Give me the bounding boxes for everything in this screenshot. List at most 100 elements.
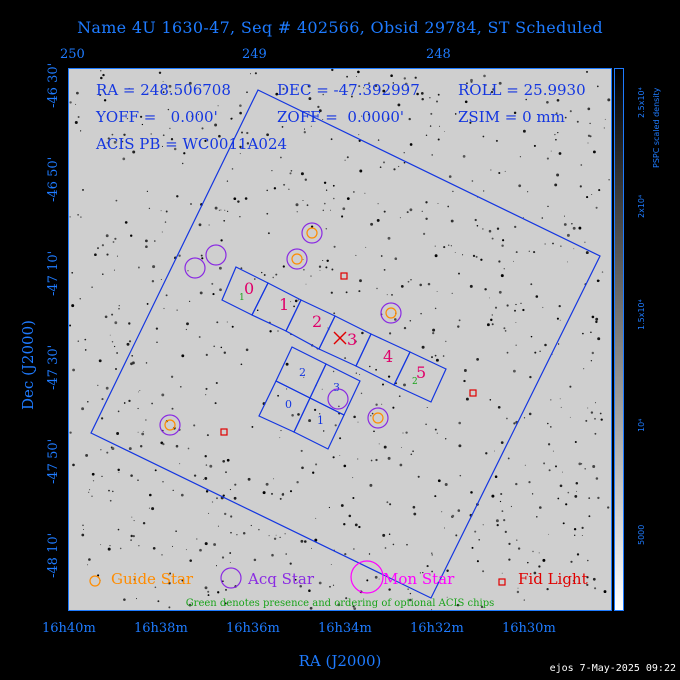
star-dot — [310, 547, 313, 549]
star-dot — [574, 534, 576, 536]
star-dot — [557, 131, 559, 134]
star-dot — [191, 115, 193, 117]
acq-star-7[interactable] — [367, 407, 389, 429]
star-dot — [452, 190, 454, 193]
legend-mon-label: Mon Star — [383, 570, 455, 588]
star-dot — [491, 314, 494, 316]
star-dot — [167, 108, 170, 111]
star-dot — [482, 570, 485, 573]
star-dot — [434, 307, 437, 310]
top-tick-249: 249 — [242, 47, 267, 62]
star-dot — [275, 273, 278, 276]
star-dot — [84, 349, 87, 351]
guide-star-4[interactable] — [372, 412, 384, 424]
star-dot — [375, 368, 377, 371]
star-dot — [218, 266, 222, 270]
star-dot — [332, 584, 335, 586]
star-dot — [168, 581, 171, 585]
star-dot — [546, 587, 549, 591]
star-dot — [607, 98, 611, 102]
star-dot — [546, 157, 549, 160]
star-dot — [254, 278, 256, 280]
star-dot — [383, 268, 386, 271]
ra-tick-2: 16h38m — [134, 621, 188, 636]
star-dot — [431, 552, 433, 555]
star-dot — [518, 184, 522, 188]
guide-star-2[interactable] — [291, 253, 303, 265]
star-dot — [524, 464, 526, 466]
acq-star-6[interactable] — [327, 388, 349, 410]
acq-star-8[interactable] — [159, 414, 181, 436]
star-dot — [139, 115, 143, 118]
star-dot — [85, 453, 89, 457]
star-dot — [333, 197, 335, 200]
star-dot — [199, 291, 203, 295]
guide-star-1[interactable] — [306, 227, 318, 239]
star-dot — [437, 138, 440, 141]
star-dot — [217, 591, 220, 594]
star-dot — [205, 387, 208, 390]
fid-light-3[interactable] — [220, 428, 228, 436]
star-dot — [311, 576, 313, 578]
star-dot — [480, 258, 483, 261]
star-dot — [409, 598, 412, 602]
star-dot — [251, 425, 254, 428]
star-dot — [421, 210, 423, 212]
fid-light-2[interactable] — [469, 389, 477, 397]
fid-light-1[interactable] — [340, 272, 348, 280]
info-acis-pb: ACIS PB = WC0011A024 — [96, 135, 288, 153]
star-dot — [557, 497, 560, 500]
sky-image[interactable] — [68, 68, 612, 611]
star-dot — [368, 553, 371, 555]
star-dot — [425, 423, 427, 426]
star-dot — [281, 493, 285, 496]
star-dot — [71, 271, 74, 274]
acq-star-1[interactable] — [301, 222, 323, 244]
star-dot — [533, 251, 536, 254]
plot-title: Name 4U 1630-47, Seq # 402566, Obsid 297… — [77, 18, 603, 37]
star-dot — [169, 91, 171, 93]
star-dot — [550, 150, 552, 152]
star-dot — [510, 505, 512, 508]
star-dot — [315, 463, 318, 466]
star-dot — [205, 353, 208, 357]
star-dot — [330, 209, 331, 211]
star-dot — [358, 525, 361, 529]
star-dot — [431, 154, 434, 156]
guide-star-5[interactable] — [164, 419, 176, 431]
star-dot — [97, 247, 99, 250]
star-dot — [343, 523, 346, 526]
star-dot — [185, 549, 187, 551]
star-dot — [446, 569, 449, 573]
star-dot — [584, 467, 587, 470]
star-dot — [230, 117, 233, 120]
star-dot — [233, 197, 237, 201]
star-dot — [374, 575, 378, 579]
star-dot — [123, 133, 126, 137]
star-dot — [214, 402, 217, 405]
star-dot — [431, 570, 433, 573]
star-dot — [569, 110, 572, 113]
star-dot — [380, 255, 383, 257]
star-dot — [392, 543, 395, 546]
star-dot — [454, 113, 457, 115]
acq-star-5[interactable] — [380, 302, 402, 324]
star-dot — [75, 103, 77, 105]
star-dot — [586, 583, 589, 587]
legend-mon-icon — [350, 560, 384, 594]
star-dot — [88, 558, 91, 561]
star-dot — [74, 121, 78, 124]
acq-star-4[interactable] — [286, 248, 308, 270]
star-dot — [224, 512, 227, 516]
acq-star-2[interactable] — [205, 244, 227, 266]
star-dot — [162, 442, 165, 446]
star-dot — [504, 330, 507, 332]
acq-star-3[interactable] — [184, 257, 206, 279]
acis-i-array — [258, 346, 361, 450]
guide-star-3[interactable] — [385, 307, 397, 319]
star-dot — [354, 340, 357, 343]
star-dot — [560, 406, 562, 408]
star-dot — [476, 225, 479, 227]
star-dot — [533, 144, 536, 147]
star-dot — [101, 475, 103, 478]
